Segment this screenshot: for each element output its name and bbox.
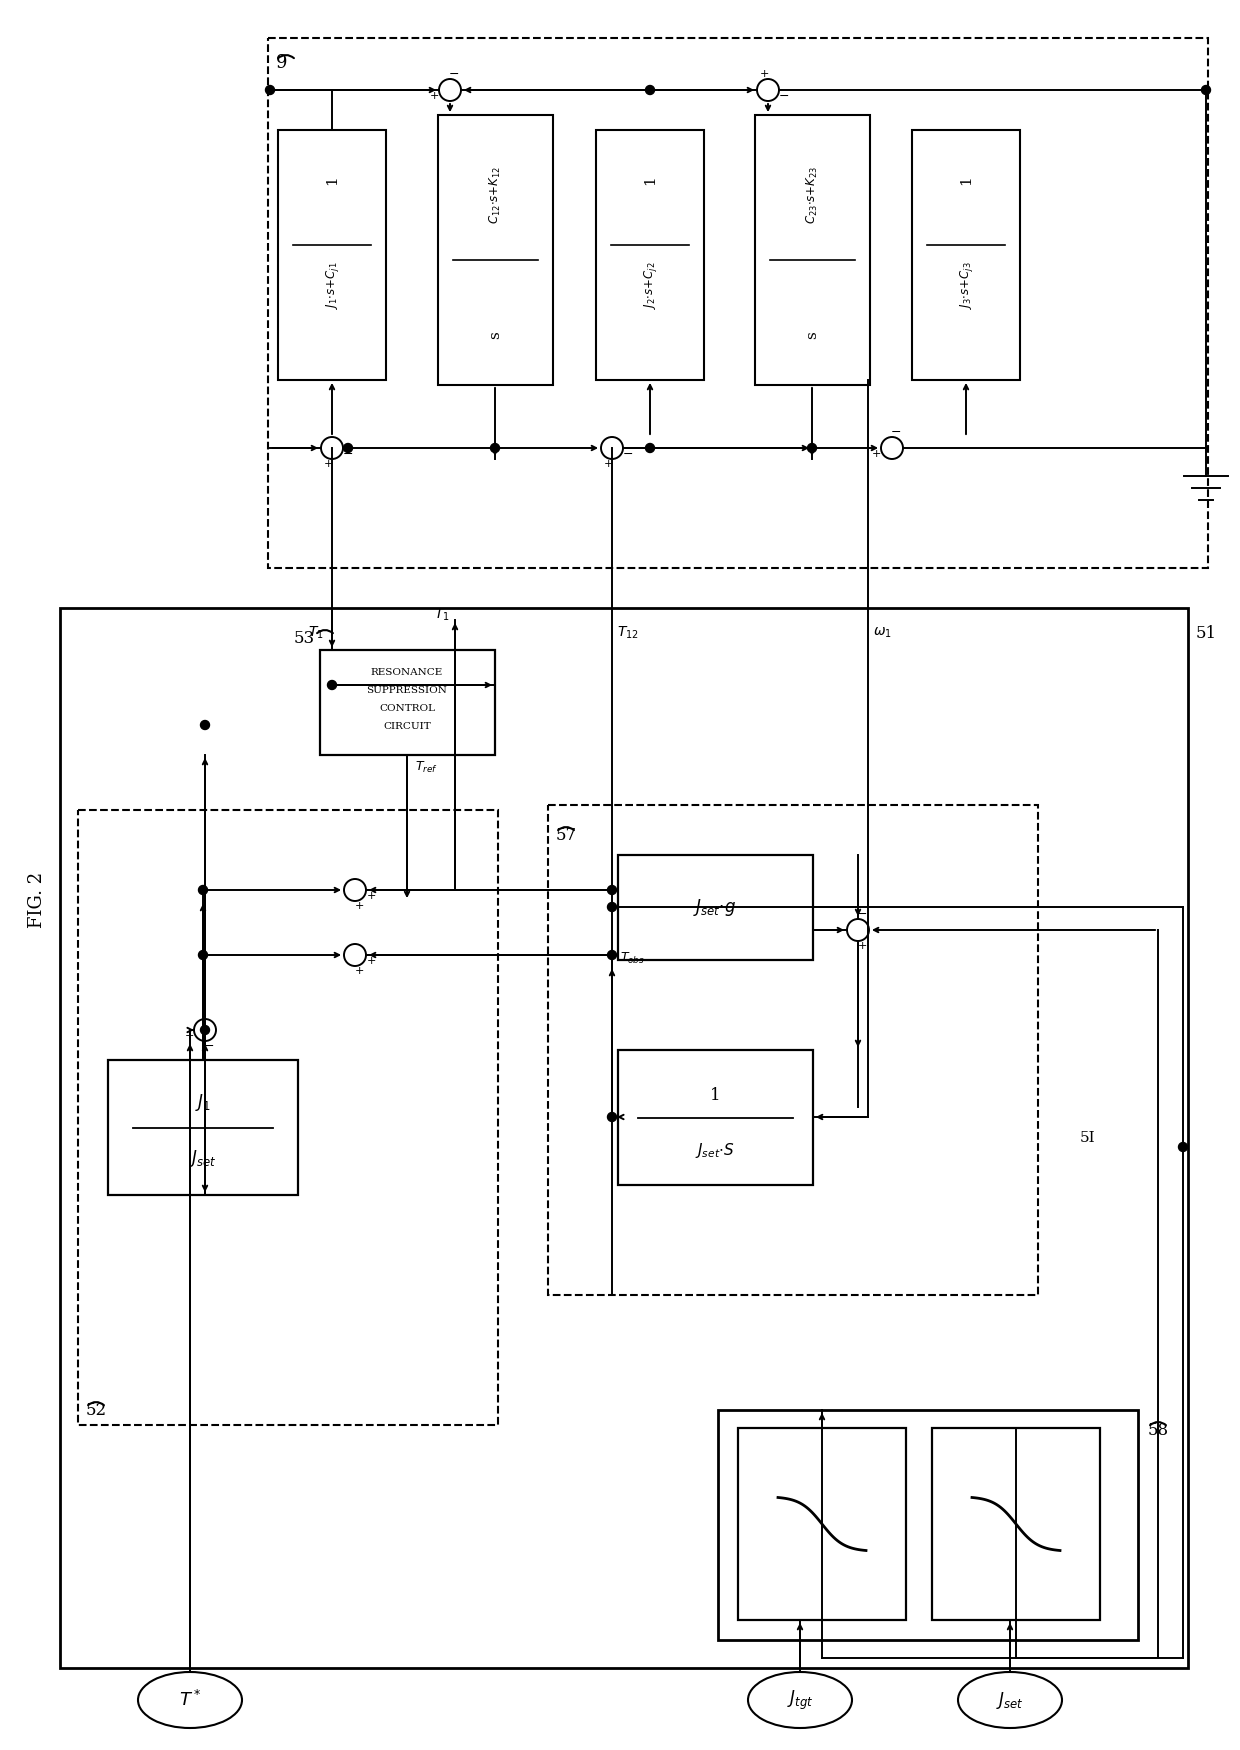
Text: s: s (805, 331, 818, 340)
Circle shape (1202, 86, 1210, 94)
Text: +: + (366, 891, 376, 901)
Text: +: + (429, 91, 439, 102)
Text: $T_{ref}$: $T_{ref}$ (415, 760, 438, 775)
Circle shape (201, 721, 210, 730)
Circle shape (201, 1026, 210, 1034)
Circle shape (608, 903, 616, 912)
Text: +: + (759, 68, 769, 79)
Circle shape (608, 886, 616, 894)
Text: $T_{12}$: $T_{12}$ (618, 625, 639, 640)
Bar (60, 607, 1188, 1668)
Text: +: + (355, 966, 363, 977)
Text: $J_{set}$: $J_{set}$ (190, 1148, 217, 1169)
Text: $J_{set}{\cdot}S$: $J_{set}{\cdot}S$ (696, 1141, 735, 1160)
Bar (596, 130, 704, 380)
Text: +: + (872, 450, 880, 458)
Text: 1: 1 (709, 1087, 720, 1104)
Circle shape (1178, 1143, 1188, 1152)
Text: 58: 58 (1148, 1421, 1169, 1438)
Ellipse shape (748, 1671, 852, 1727)
Text: +: + (604, 458, 613, 469)
Ellipse shape (959, 1671, 1061, 1727)
Text: +: + (324, 458, 332, 469)
Text: FIG. 2: FIG. 2 (29, 872, 46, 928)
Text: +: + (857, 942, 867, 950)
Bar (932, 1428, 1100, 1621)
Text: −: − (622, 448, 634, 460)
Text: $C_{12}{\cdot}s{+}K_{12}$: $C_{12}{\cdot}s{+}K_{12}$ (487, 166, 502, 224)
Text: 52: 52 (86, 1402, 107, 1419)
Text: 53: 53 (294, 630, 315, 646)
Circle shape (646, 443, 655, 453)
Text: 57: 57 (556, 826, 577, 844)
Text: −: − (779, 89, 789, 103)
Circle shape (265, 86, 274, 94)
Text: −: − (449, 68, 459, 80)
Circle shape (646, 86, 655, 94)
Text: $\omega_1$: $\omega_1$ (873, 626, 892, 640)
Text: CONTROL: CONTROL (379, 704, 435, 712)
Text: −: − (342, 448, 353, 460)
Text: $J_{tgt}$: $J_{tgt}$ (786, 1689, 813, 1712)
Bar (618, 856, 813, 961)
Text: CIRCUIT: CIRCUIT (383, 721, 430, 730)
Circle shape (198, 886, 207, 894)
Text: $J_{set}$: $J_{set}$ (996, 1689, 1024, 1710)
Bar (548, 805, 1038, 1295)
Circle shape (608, 1113, 616, 1122)
Text: $J_1$: $J_1$ (195, 1092, 211, 1113)
Text: SUPPRESSION: SUPPRESSION (367, 686, 448, 695)
Text: $T_1$: $T_1$ (309, 625, 324, 640)
Bar (108, 1060, 298, 1195)
Text: $J_{set}{\cdot}g$: $J_{set}{\cdot}g$ (693, 896, 737, 917)
Text: $J_3{\cdot}s{+}C_{j3}$: $J_3{\cdot}s{+}C_{j3}$ (957, 261, 975, 308)
Text: −: − (857, 908, 867, 920)
Bar (268, 38, 1208, 569)
Circle shape (198, 950, 207, 959)
Text: $T_{obs}$: $T_{obs}$ (620, 950, 645, 966)
Circle shape (491, 443, 500, 453)
Circle shape (807, 443, 816, 453)
Text: 1: 1 (325, 175, 339, 186)
Bar (320, 649, 495, 754)
Bar (755, 116, 870, 385)
Text: −: − (890, 425, 901, 439)
Text: 1: 1 (644, 175, 657, 186)
Text: $J_2{\cdot}s{+}C_{j2}$: $J_2{\cdot}s{+}C_{j2}$ (641, 261, 658, 308)
Text: 51: 51 (1197, 625, 1218, 642)
Text: +: + (185, 1031, 193, 1041)
Circle shape (343, 443, 352, 453)
Circle shape (327, 681, 336, 690)
Bar (278, 130, 386, 380)
Text: 1: 1 (959, 175, 973, 186)
Text: +: + (355, 901, 363, 912)
Circle shape (608, 950, 616, 959)
Bar (438, 116, 553, 385)
Bar (78, 810, 498, 1424)
Ellipse shape (138, 1671, 242, 1727)
Bar (738, 1428, 906, 1621)
Text: RESONANCE: RESONANCE (371, 667, 443, 677)
Text: $T^*$: $T^*$ (179, 1690, 201, 1710)
Text: s: s (489, 331, 502, 340)
Text: +: + (366, 956, 376, 966)
Text: −: − (203, 1040, 215, 1052)
Text: $J_1{\cdot}s{+}C_{j1}$: $J_1{\cdot}s{+}C_{j1}$ (324, 261, 341, 308)
Text: $C_{23}{\cdot}s{+}K_{23}$: $C_{23}{\cdot}s{+}K_{23}$ (805, 166, 820, 224)
Text: 5I: 5I (1080, 1130, 1096, 1144)
Text: 9: 9 (277, 54, 288, 72)
Bar (618, 1050, 813, 1185)
Bar (718, 1410, 1138, 1640)
Bar (911, 130, 1021, 380)
Text: $T_1$: $T_1$ (434, 607, 450, 623)
